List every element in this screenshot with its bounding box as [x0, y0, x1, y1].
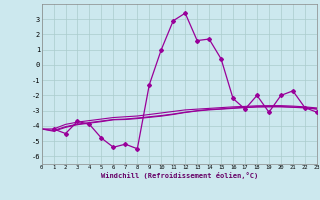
X-axis label: Windchill (Refroidissement éolien,°C): Windchill (Refroidissement éolien,°C)	[100, 172, 258, 179]
